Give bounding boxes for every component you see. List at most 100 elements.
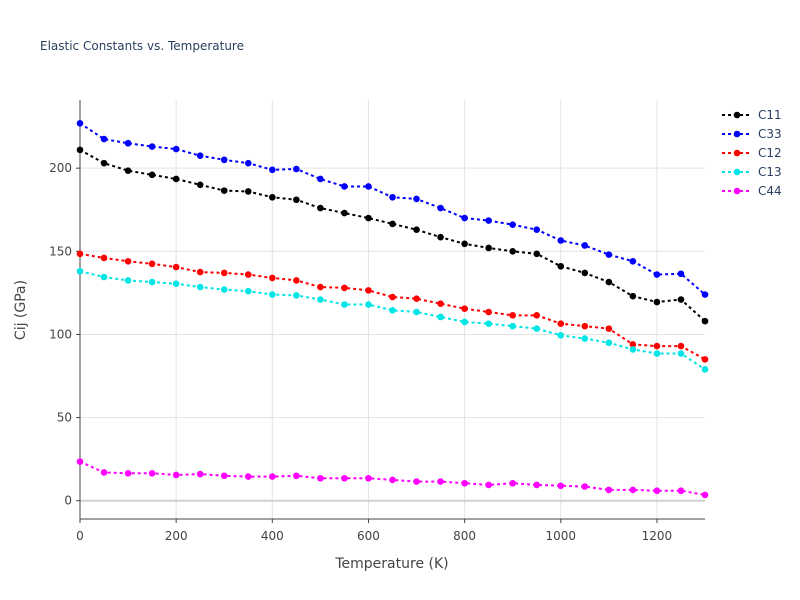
data-point-c44 [701, 491, 709, 499]
data-point-c12 [557, 320, 565, 327]
data-point-c11 [365, 214, 372, 222]
data-point-c11 [437, 233, 444, 241]
data-point-c12 [76, 250, 84, 258]
data-point-c44 [581, 483, 589, 490]
data-point-c44 [365, 474, 372, 482]
legend-swatch-marker [733, 149, 741, 157]
data-point-c13 [124, 277, 132, 284]
data-point-c12 [461, 305, 468, 312]
x-tick-label: 1200 [642, 529, 673, 543]
data-point-c44 [389, 476, 396, 484]
data-point-c44 [557, 482, 565, 490]
legend-label: C12 [758, 146, 782, 160]
data-point-c11 [244, 188, 252, 195]
data-point-c11 [701, 317, 709, 325]
data-point-c13 [293, 292, 300, 299]
data-point-c33 [605, 251, 613, 258]
data-point-c12 [509, 312, 516, 319]
y-tick-label: 50 [57, 411, 72, 425]
axes: 0 200 400 600 800 1000 1200 0 50 100 150 200 [49, 100, 705, 543]
data-point-c12 [485, 308, 492, 316]
data-point-c33 [677, 270, 685, 278]
data-point-c12 [413, 295, 420, 302]
legend[interactable]: C11 C33 C12 C13 C44 [722, 108, 782, 198]
data-point-c11 [100, 159, 108, 167]
legend-item-c11[interactable]: C11 [722, 108, 782, 122]
data-point-c12 [605, 325, 613, 332]
data-point-c13 [269, 291, 276, 298]
data-point-c33 [701, 291, 709, 298]
data-point-c44 [653, 487, 661, 495]
data-point-c13 [172, 280, 180, 288]
legend-swatch-marker [733, 187, 741, 195]
data-point-c13 [557, 331, 565, 339]
data-point-c12 [269, 274, 276, 282]
data-point-c44 [76, 458, 84, 465]
data-point-c11 [629, 292, 637, 300]
data-point-c11 [196, 181, 204, 189]
data-point-c33 [341, 183, 348, 190]
data-point-c12 [389, 293, 396, 301]
data-point-c12 [437, 300, 444, 307]
x-axis-title: Temperature (K) [334, 556, 448, 572]
legend-swatch-marker [733, 168, 741, 176]
y-tick-label: 150 [49, 244, 72, 258]
data-point-c11 [557, 262, 565, 270]
data-point-c12 [629, 341, 637, 348]
data-point-c44 [677, 487, 685, 495]
data-point-c11 [76, 146, 84, 154]
legend-swatch-marker [733, 130, 741, 138]
data-point-c44 [509, 479, 516, 487]
data-point-c33 [148, 143, 156, 150]
data-point-c33 [389, 193, 396, 201]
data-point-c11 [533, 250, 541, 258]
data-point-c33 [509, 221, 516, 229]
data-point-c44 [293, 472, 300, 480]
data-point-c44 [461, 479, 468, 487]
data-point-c11 [269, 193, 276, 201]
data-point-c13 [76, 267, 84, 275]
legend-item-c13[interactable]: C13 [722, 165, 782, 179]
data-point-c11 [413, 226, 420, 233]
legend-item-c44[interactable]: C44 [722, 184, 782, 198]
x-tick-label: 0 [76, 529, 84, 543]
x-tick-label: 600 [357, 529, 380, 543]
legend-label: C11 [758, 108, 782, 122]
data-point-c33 [533, 226, 541, 233]
legend-item-c12[interactable]: C12 [722, 146, 782, 160]
data-point-c13 [389, 307, 396, 314]
data-point-c33 [124, 139, 132, 147]
data-point-c44 [196, 470, 204, 478]
data-point-c13 [485, 320, 492, 327]
data-point-c11 [389, 220, 396, 228]
data-point-c11 [509, 248, 516, 255]
data-point-c12 [196, 268, 204, 276]
legend-label: C44 [758, 184, 782, 198]
data-point-c33 [653, 271, 661, 278]
data-point-c33 [76, 119, 84, 127]
data-point-c33 [293, 165, 300, 173]
data-point-c11 [148, 171, 156, 179]
data-point-c33 [365, 183, 372, 190]
data-point-c33 [629, 257, 637, 265]
x-tick-label: 1000 [545, 529, 576, 543]
data-point-c44 [172, 471, 180, 479]
data-point-c33 [244, 159, 252, 167]
data-point-c44 [629, 486, 637, 494]
data-point-c11 [220, 187, 228, 194]
data-point-c44 [413, 478, 420, 485]
y-axis-title: Cij (GPa) [13, 280, 29, 340]
data-point-c11 [461, 240, 468, 248]
series-group [76, 119, 709, 499]
legend-item-c33[interactable]: C33 [722, 127, 782, 141]
data-point-c13 [533, 325, 541, 332]
data-point-c44 [485, 481, 492, 489]
data-point-c11 [485, 244, 492, 252]
data-point-c33 [317, 175, 324, 183]
x-tick-label: 200 [165, 529, 188, 543]
data-point-c33 [100, 135, 108, 143]
data-point-c44 [605, 486, 613, 494]
series-line-c44 [79, 460, 706, 496]
data-point-c12 [701, 356, 709, 363]
data-point-c44 [124, 469, 132, 477]
